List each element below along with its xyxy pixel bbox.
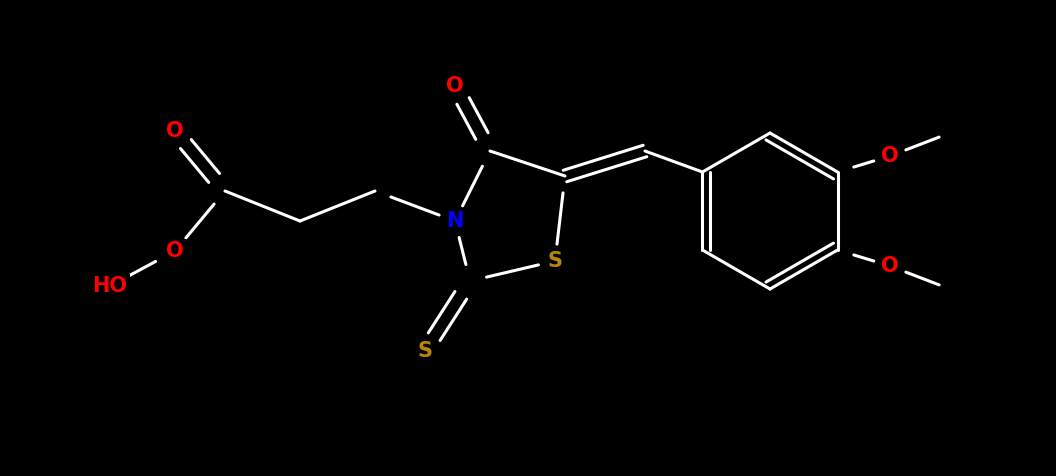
Text: S: S	[547, 251, 563, 271]
Text: S: S	[417, 341, 433, 361]
Text: N: N	[447, 211, 464, 231]
Text: O: O	[881, 146, 899, 166]
Text: O: O	[166, 121, 184, 141]
Text: O: O	[881, 256, 899, 276]
Text: O: O	[447, 76, 464, 96]
Text: O: O	[166, 241, 184, 261]
Text: HO: HO	[93, 276, 128, 296]
